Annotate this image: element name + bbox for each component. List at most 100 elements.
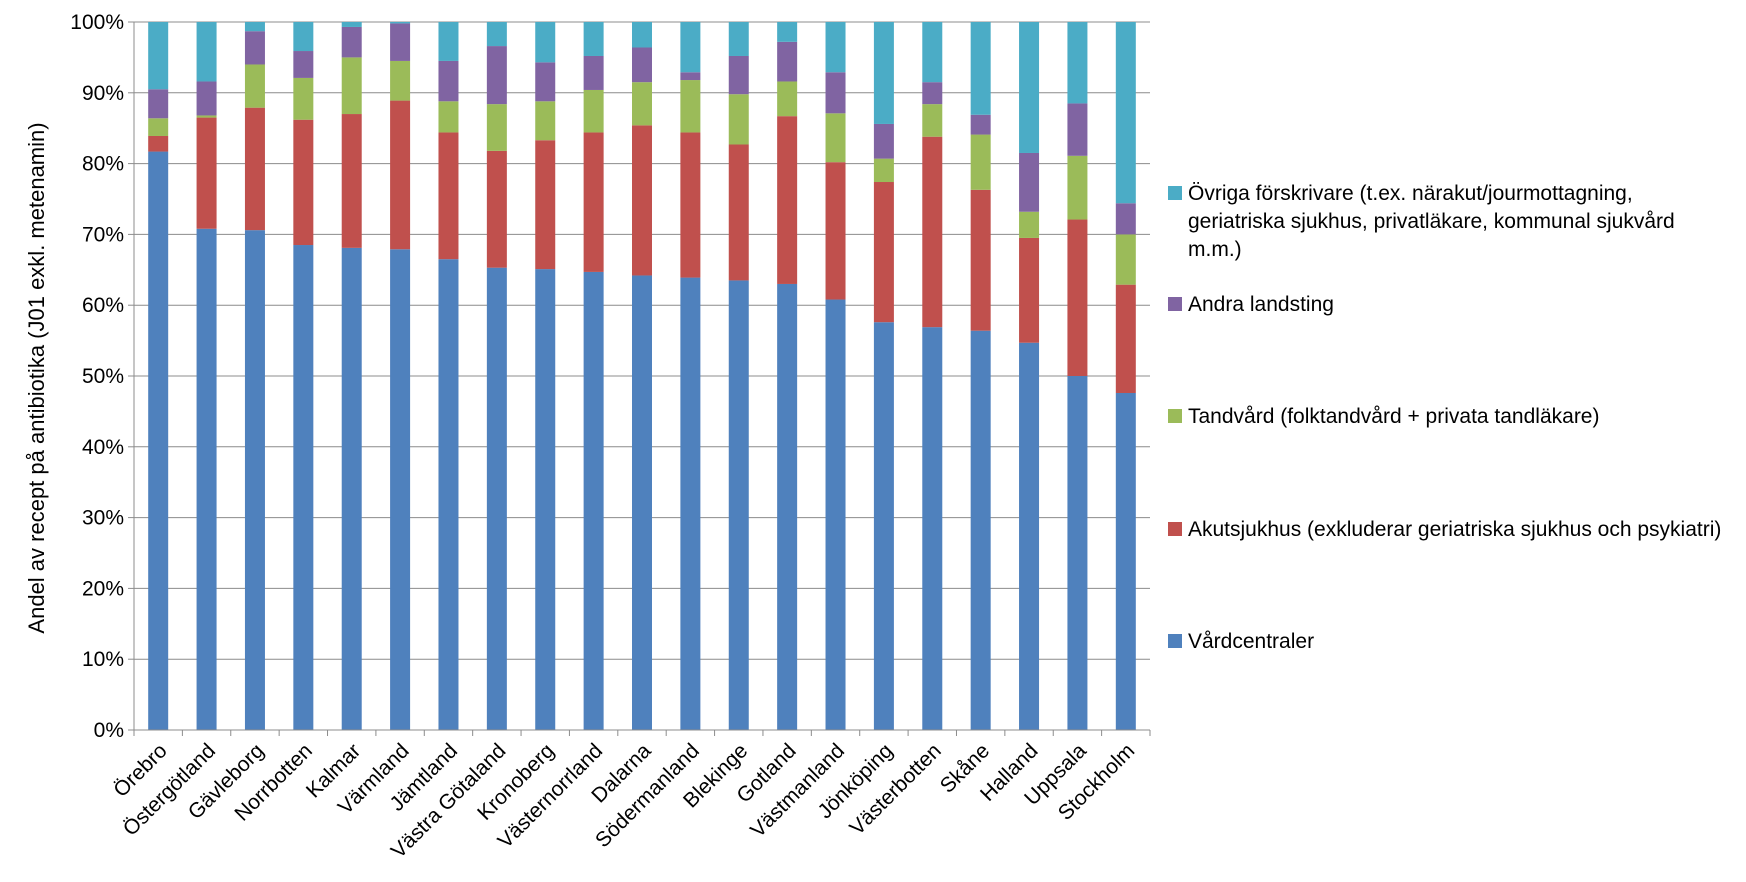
bar-segment (1019, 22, 1040, 153)
bar-segment (244, 64, 265, 108)
bar-segment (196, 228, 217, 730)
bar-segment (1019, 237, 1040, 343)
bar-segment (196, 115, 217, 118)
bar-segment (680, 80, 701, 133)
bar-segment (632, 22, 652, 48)
y-tick-label: 90% (82, 82, 124, 105)
bar-segment (777, 81, 798, 117)
bar-segment (922, 22, 943, 83)
y-tick-label: 100% (70, 11, 124, 34)
bar-segment (632, 125, 652, 276)
bar-segment (1067, 155, 1088, 220)
bar-segment (825, 299, 846, 730)
axes (128, 21, 1151, 736)
legend-label-andra-landsting: Andra landsting (1188, 293, 1334, 316)
y-tick-label: 40% (82, 436, 124, 459)
bar-segment (825, 22, 846, 73)
legend-item-andra-landsting: Andra landsting (1168, 291, 1728, 319)
bar-segment (583, 271, 604, 730)
bar-segment (728, 55, 749, 95)
bar-segment (293, 51, 314, 78)
bar-segment (1115, 22, 1136, 204)
legend-label-vardcentraler: Vårdcentraler (1188, 630, 1315, 653)
bar-segment (970, 330, 991, 730)
bar-segment (825, 113, 846, 163)
y-tick-label: 60% (82, 294, 124, 317)
bar-segment (1019, 342, 1040, 730)
bar-segment (148, 135, 169, 152)
bar-segment (390, 60, 411, 101)
bar-segment (438, 132, 459, 260)
bar-segment (486, 150, 507, 268)
bar-segment (583, 22, 604, 56)
bar-segment (196, 81, 217, 116)
bar-segment (535, 269, 556, 730)
bar-segment (680, 22, 701, 73)
bar-segment (244, 230, 265, 731)
bar-segment (873, 182, 894, 323)
legend-swatch-andra-landsting (1168, 297, 1182, 311)
y-tick-label: 20% (82, 577, 124, 600)
y-tick-labels: 0% 10% 20% 30% 40% 50% 60% 70% 80% 90% 100% (70, 11, 124, 742)
bar-segment (196, 117, 217, 229)
bar-segment (486, 22, 507, 47)
bar-segment (390, 22, 411, 24)
stacked-bar-chart: 0% 10% 20% 30% 40% 50% 60% 70% 80% 90% 100% Örebro… (24, 11, 1151, 863)
bar-segment (1067, 219, 1088, 376)
bar-segment (632, 82, 652, 126)
bar-segment (873, 22, 894, 124)
bar-segment (825, 72, 846, 114)
legend-swatch-tandvard (1168, 409, 1182, 423)
bar-segment (535, 62, 556, 102)
y-axis-label: Andel av recept på antibiotika (J01 exkl… (24, 122, 49, 633)
bar-segment (1067, 22, 1088, 104)
legend-item-tandvard: Tandvård (folktandvård + privata tandläk… (1168, 403, 1728, 431)
bar-segment (728, 22, 749, 56)
bar-segment (680, 132, 701, 278)
bar-segment (970, 22, 991, 115)
bar-segment (873, 322, 894, 730)
bar-segment (438, 22, 459, 61)
y-tick-label: 0% (94, 719, 124, 742)
bar-segment (922, 82, 943, 105)
bar-segment (1019, 211, 1040, 238)
bar-segment (148, 151, 169, 731)
bar-segment (438, 101, 459, 133)
bar-segment (535, 22, 556, 63)
bar-segment (293, 245, 314, 730)
bar-segment (148, 22, 169, 90)
y-tick-label: 70% (82, 223, 124, 246)
bar-segment (341, 22, 362, 27)
bar-segment (1115, 234, 1136, 285)
bar-segment (873, 123, 894, 159)
bar-segment (341, 26, 362, 58)
bar-segment (486, 267, 507, 730)
bar-segment (293, 22, 314, 52)
bar-segment (244, 107, 265, 231)
bar-segment (341, 114, 362, 248)
bar-segment (583, 89, 604, 133)
bar-segment (244, 31, 265, 65)
bar-segment (438, 259, 459, 730)
bar-segment (777, 116, 798, 284)
bar-segment (1019, 152, 1040, 212)
bar-segment (1067, 103, 1088, 156)
bar-segment (825, 162, 846, 300)
bar-segment (438, 60, 459, 102)
bar-segment (922, 104, 943, 137)
bar-segment (148, 118, 169, 136)
y-tick-label: 30% (82, 507, 124, 530)
bars (148, 22, 1136, 731)
bar-segment (970, 189, 991, 331)
bar-segment (728, 144, 749, 281)
y-tick-label: 80% (82, 153, 124, 176)
legend-label-tandvard: Tandvård (folktandvård + privata tandläk… (1188, 405, 1600, 428)
bar-segment (535, 101, 556, 141)
bar-segment (293, 77, 314, 120)
bar-segment (196, 22, 217, 82)
bar-segment (341, 57, 362, 115)
legend-swatch-akutsjukhus (1168, 522, 1182, 536)
y-tick-label: 50% (82, 365, 124, 388)
bar-segment (922, 136, 943, 328)
bar-segment (1115, 392, 1136, 730)
